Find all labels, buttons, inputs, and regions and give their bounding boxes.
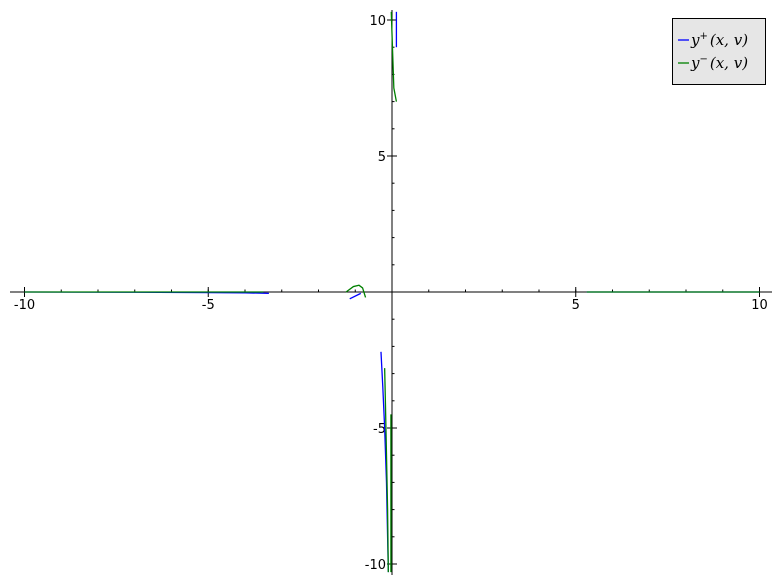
y-tick-label: -5	[373, 422, 386, 437]
series-line-segment	[345, 284, 367, 298]
series-y-minus	[24, 11, 760, 573]
x-tick-label: 10	[751, 298, 768, 313]
series-line-segment	[384, 368, 389, 573]
legend-entry-label: y+ (x, v)	[690, 31, 748, 49]
y-tick-label: 5	[378, 150, 386, 165]
legend: y+ (x, v) y− (x, v)	[672, 18, 766, 85]
series-layer	[24, 11, 760, 573]
x-tick-label: -10	[14, 298, 35, 313]
y-tick-label: -10	[365, 558, 386, 573]
x-tick-label: -5	[202, 298, 215, 313]
series-line-segment	[390, 11, 398, 102]
x-tick-label: 5	[572, 298, 580, 313]
legend-box	[672, 18, 766, 85]
series-line-segment	[349, 292, 362, 300]
legend-entry-label: y− (x, v)	[690, 54, 748, 72]
y-tick-label: 10	[369, 14, 386, 29]
tick-labels: -10 -5 5 10 10 5 -5 -10	[14, 14, 768, 573]
